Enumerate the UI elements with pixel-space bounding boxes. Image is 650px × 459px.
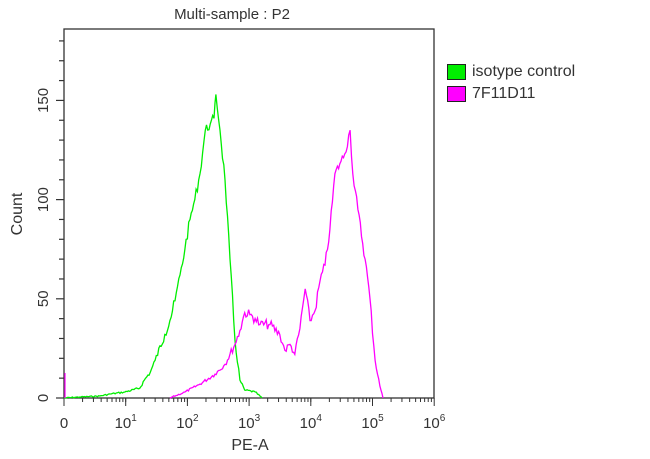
- x-tick-label: 106: [423, 413, 446, 432]
- chart-title: Multi-sample : P2: [174, 6, 290, 23]
- x-tick-exponent: 6: [440, 413, 446, 424]
- x-axis: 0 101 102 103 104 105 106: [60, 398, 446, 432]
- y-tick-label: 100: [35, 187, 52, 212]
- series-line-7f11d11: [169, 130, 384, 399]
- x-tick-exponent: 3: [255, 413, 261, 424]
- y-tick-label: 50: [35, 290, 52, 307]
- x-tick-base: 10: [115, 415, 132, 432]
- y-axis-label: Count: [9, 192, 26, 235]
- x-tick-base: 10: [176, 415, 193, 432]
- x-tick-label: 102: [176, 413, 199, 432]
- legend-item-isotype-control: isotype control: [447, 61, 575, 83]
- x-tick-exponent: 1: [131, 413, 137, 424]
- x-tick-label: 103: [238, 413, 261, 432]
- x-tick-base: 10: [361, 415, 378, 432]
- legend: isotype control 7F11D11: [447, 61, 575, 105]
- x-tick-label: 105: [361, 413, 384, 432]
- x-tick-base: 10: [300, 415, 317, 432]
- y-tick-label: 150: [35, 88, 52, 113]
- legend-label: 7F11D11: [472, 85, 536, 102]
- x-tick-base: 10: [238, 415, 255, 432]
- x-tick-label: 104: [300, 413, 323, 432]
- series-line-isotype-control: [63, 94, 263, 399]
- plot-frame: [63, 28, 435, 399]
- x-tick-exponent: 4: [316, 413, 322, 424]
- x-tick-base: 0: [60, 415, 68, 432]
- legend-swatch: [447, 64, 466, 80]
- y-tick-label: 0: [35, 394, 52, 402]
- x-tick-exponent: 5: [378, 413, 384, 424]
- legend-label: isotype control: [472, 63, 576, 80]
- x-tick-base: 10: [423, 415, 440, 432]
- series-group: [63, 94, 384, 399]
- legend-swatch: [447, 86, 466, 102]
- x-tick-label: 101: [115, 413, 138, 432]
- y-axis: 0 50 100 150: [35, 40, 64, 402]
- x-tick-label: 0: [60, 415, 68, 432]
- x-tick-exponent: 2: [193, 413, 199, 424]
- legend-item-7f11d11: 7F11D11: [447, 83, 575, 105]
- x-axis-label: PE-A: [231, 437, 269, 454]
